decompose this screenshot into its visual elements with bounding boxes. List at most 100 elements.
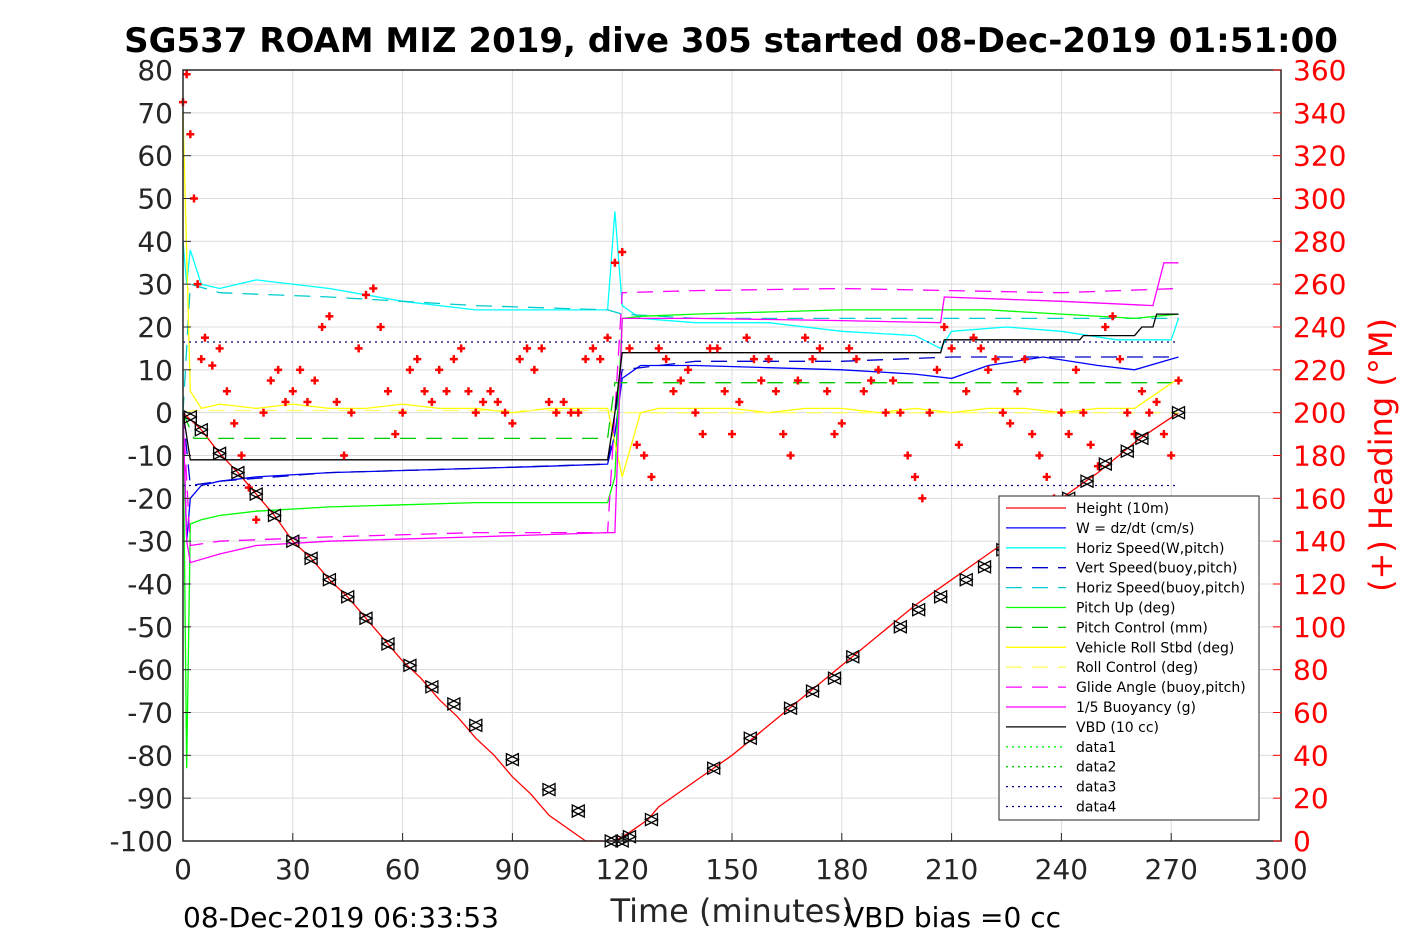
heading-marker	[193, 280, 202, 289]
depth-marker	[468, 718, 484, 733]
heading-marker	[259, 408, 268, 417]
plot-area	[179, 70, 1186, 849]
heading-marker	[281, 397, 290, 406]
series-line-11	[182, 313, 1179, 461]
x-tick-label: 0	[174, 853, 192, 886]
heading-marker	[918, 494, 927, 503]
depth-marker	[911, 602, 927, 617]
heading-marker	[954, 440, 963, 449]
heading-marker	[182, 70, 191, 79]
heading-marker	[1137, 387, 1146, 396]
heading-marker	[1020, 355, 1029, 364]
heading-marker	[318, 323, 327, 331]
heading-marker	[347, 408, 356, 417]
depth-marker	[380, 636, 396, 652]
heading-marker	[1174, 376, 1183, 385]
heading-marker	[398, 408, 407, 417]
x-tick-label: 300	[1254, 853, 1307, 886]
heading-marker	[391, 430, 400, 439]
heading-marker	[1108, 312, 1117, 321]
heading-marker	[742, 333, 751, 342]
heading-marker	[932, 365, 941, 374]
x-tick-label: 180	[815, 853, 868, 886]
legend-label: Height (10m)	[1076, 501, 1169, 517]
heading-marker	[303, 397, 312, 406]
heading-marker	[1094, 462, 1102, 471]
heading-marker	[771, 387, 780, 396]
depth-marker	[541, 782, 557, 797]
x-tick-label: 270	[1144, 853, 1197, 886]
series-line-8	[182, 409, 1179, 414]
heading-marker	[332, 397, 341, 406]
heading-marker	[189, 194, 198, 203]
right-y-axis-ticks: 3603403203002802602402202001801601401201…	[1273, 54, 1346, 858]
heading-marker	[588, 344, 597, 353]
depth-marker	[742, 731, 758, 746]
heading-marker	[925, 408, 934, 417]
heading-marker	[222, 387, 231, 396]
x-tick-label: 210	[925, 853, 978, 886]
heading-marker	[757, 376, 766, 385]
heading-marker	[940, 323, 949, 331]
heading-marker	[552, 408, 561, 417]
heading-marker	[559, 397, 568, 406]
heading-marker	[310, 376, 319, 385]
legend-label: Glide Angle (buoy,pitch)	[1076, 680, 1246, 696]
heading-marker	[215, 344, 224, 353]
depth-marker	[1171, 405, 1186, 420]
series-line-7	[182, 112, 1179, 478]
right-y-tick-label: 260	[1293, 268, 1346, 301]
heading-marker	[1123, 408, 1132, 417]
heading-marker	[610, 258, 619, 267]
chart-title: SG537 ROAM MIZ 2019, dive 305 started 08…	[124, 21, 1338, 61]
heading-marker	[252, 515, 261, 524]
right-y-tick-label: 100	[1293, 611, 1346, 644]
legend-label: W = dz/dt (cm/s)	[1076, 521, 1195, 537]
y-tick-label: -90	[127, 782, 173, 815]
heading-marker	[457, 344, 466, 353]
series-line-5	[182, 309, 1179, 769]
legend-label: Pitch Up (deg)	[1076, 601, 1175, 617]
heading-marker	[1152, 397, 1161, 406]
depth-marker	[321, 572, 337, 587]
heading-marker	[859, 387, 868, 396]
y-tick-label: -60	[127, 654, 173, 687]
series-line-9	[182, 287, 1179, 547]
depth-marker	[358, 611, 374, 626]
right-y-tick-label: 280	[1293, 225, 1346, 258]
heading-marker	[237, 451, 246, 460]
heading-marker	[523, 344, 532, 353]
legend-label: Roll Control (deg)	[1076, 660, 1198, 676]
heading-marker	[903, 451, 912, 460]
heading-marker	[1101, 323, 1110, 331]
heading-marker	[471, 408, 480, 417]
y-tick-label: 80	[137, 54, 173, 87]
depth-marker	[570, 803, 586, 819]
heading-marker	[713, 344, 722, 353]
heading-marker	[288, 387, 297, 396]
depth-marker	[193, 422, 209, 437]
depth-marker	[644, 812, 659, 827]
heading-marker	[793, 376, 802, 385]
series-line-2	[182, 211, 1180, 350]
depth-marker	[212, 446, 228, 461]
legend-label: VBD (10 cc)	[1076, 720, 1159, 736]
heading-marker	[369, 284, 378, 293]
heading-marker	[566, 408, 575, 417]
x-tick-label: 240	[1035, 853, 1088, 886]
heading-marker	[325, 312, 334, 321]
heading-marker	[383, 387, 392, 396]
depth-marker	[933, 589, 949, 604]
series-line-10	[182, 262, 1179, 564]
x-tick-label: 30	[275, 853, 311, 886]
right-y-tick-label: 300	[1293, 183, 1346, 216]
y-tick-label: -30	[127, 525, 173, 558]
y-tick-label: -10	[127, 440, 173, 473]
heading-marker	[1159, 430, 1168, 439]
footer-vbd-bias: VBD bias =0 cc	[845, 901, 1061, 934]
legend-label: data4	[1076, 800, 1117, 816]
heading-marker	[508, 419, 517, 428]
legend-label: Horiz Speed(buoy,pitch)	[1076, 581, 1245, 597]
heading-marker	[574, 408, 583, 417]
depth-marker	[1134, 431, 1150, 446]
